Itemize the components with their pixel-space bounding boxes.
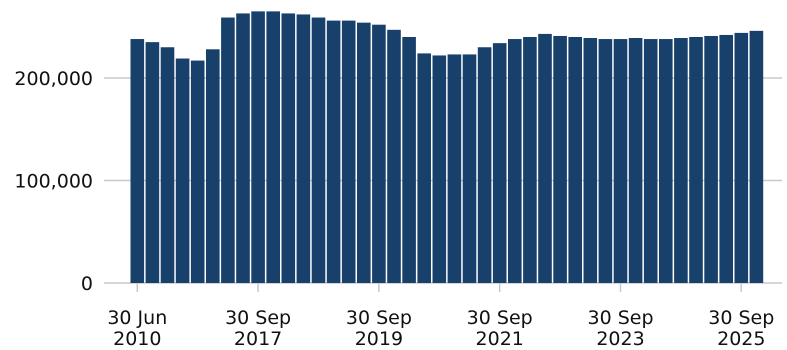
bar <box>221 17 235 284</box>
bar <box>206 49 220 283</box>
bar <box>538 33 552 283</box>
x-tick-label-line2: 2025 <box>717 328 765 350</box>
bar <box>613 39 628 283</box>
y-tick-label: 100,000 <box>14 171 93 193</box>
bar <box>326 20 341 283</box>
bar <box>704 35 718 283</box>
x-tick-label-line1: 30 Jun <box>107 307 167 329</box>
bar <box>462 54 477 284</box>
bar <box>175 58 190 283</box>
bar <box>296 14 311 283</box>
bar <box>583 38 598 283</box>
bar <box>341 20 356 283</box>
bar <box>643 39 658 283</box>
y-tick-label: 0 <box>81 273 93 295</box>
x-tick-label-line1: 30 Sep <box>587 307 653 329</box>
bar <box>432 55 447 284</box>
x-tick-label-line1: 30 Sep <box>467 307 533 329</box>
bar <box>508 39 522 283</box>
bar <box>553 35 567 283</box>
bar <box>719 34 733 284</box>
x-tick-label-line2: 2023 <box>596 328 644 350</box>
x-tick-label-line1: 30 Sep <box>708 307 774 329</box>
bar <box>387 29 401 283</box>
bar <box>689 37 703 283</box>
y-tick-label: 200,000 <box>14 68 93 90</box>
bar <box>160 47 175 283</box>
bar <box>628 38 643 283</box>
bar <box>447 54 462 284</box>
bar <box>190 60 205 283</box>
bar <box>523 37 537 283</box>
x-tick-label-line1: 30 Sep <box>225 307 291 329</box>
bar <box>236 13 250 284</box>
bar <box>492 43 507 284</box>
bar <box>357 22 371 284</box>
bar <box>130 39 145 283</box>
bar <box>372 24 386 283</box>
bar <box>734 32 749 284</box>
y-axis-tick-labels: 0 100,000 200,000 <box>14 68 93 295</box>
bars <box>130 11 764 284</box>
bar <box>311 17 326 284</box>
bar <box>659 39 673 283</box>
bar <box>266 11 280 284</box>
bar <box>598 39 613 283</box>
bar <box>749 30 764 283</box>
x-tick-label-line1: 30 Sep <box>346 307 412 329</box>
x-tick-label-line2: 2021 <box>476 328 524 350</box>
bar <box>674 38 688 283</box>
x-tick-label-line2: 2019 <box>355 328 403 350</box>
bar <box>251 11 265 284</box>
x-tick-label-line2: 2010 <box>113 328 161 350</box>
bar <box>281 13 296 284</box>
bar <box>402 37 416 283</box>
bar <box>568 37 582 283</box>
x-tick-label-line2: 2017 <box>234 328 282 350</box>
bar <box>417 53 431 284</box>
bar <box>477 47 492 283</box>
bar <box>145 42 160 284</box>
